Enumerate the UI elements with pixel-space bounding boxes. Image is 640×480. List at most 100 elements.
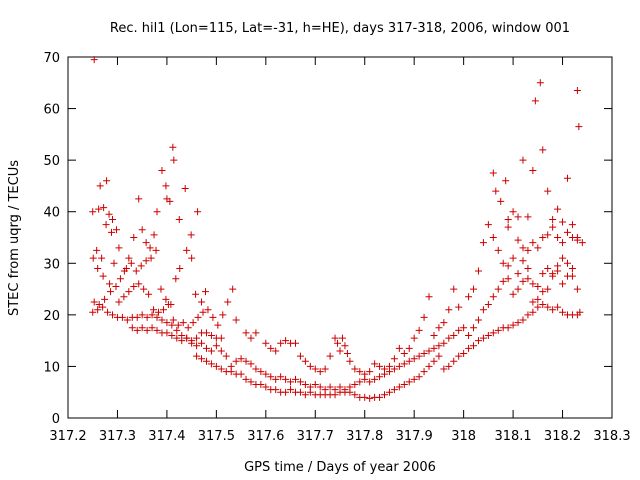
x-tick-label: 317.2	[49, 429, 86, 444]
data-point	[94, 306, 102, 314]
data-point	[172, 275, 180, 283]
data-point	[575, 123, 583, 131]
data-point	[217, 334, 225, 342]
data-point	[159, 306, 167, 314]
y-tick-label: 10	[43, 360, 60, 375]
data-point	[125, 254, 133, 262]
data-point	[277, 339, 285, 347]
data-point	[168, 321, 176, 329]
x-tick-label: 317.9	[396, 429, 433, 444]
data-point	[115, 298, 123, 306]
data-point	[544, 303, 552, 311]
x-tick-label: 317.4	[148, 429, 185, 444]
y-tick-label: 50	[43, 154, 60, 169]
data-point	[474, 267, 482, 275]
data-point	[90, 56, 98, 64]
data-point	[277, 373, 285, 381]
data-point	[539, 301, 547, 309]
data-point	[207, 360, 215, 368]
data-point	[157, 285, 165, 293]
data-point	[150, 306, 158, 314]
y-tick-label: 0	[52, 412, 60, 427]
data-point	[100, 204, 108, 212]
data-point	[193, 352, 201, 360]
data-point	[405, 378, 413, 386]
data-point	[531, 97, 539, 105]
data-point	[282, 375, 290, 383]
data-point	[155, 308, 163, 316]
data-point	[351, 391, 359, 399]
data-point	[102, 221, 110, 229]
data-point	[524, 311, 532, 319]
data-point	[519, 257, 527, 265]
data-point	[371, 375, 379, 383]
data-point	[450, 357, 458, 365]
x-axis-ticks: 317.2 317.3 317.4 317.5 317.6 317.7 317.8 317.9…	[49, 57, 631, 444]
data-point	[514, 236, 522, 244]
data-point	[534, 303, 542, 311]
data-point	[509, 208, 517, 216]
data-point	[539, 146, 547, 154]
data-point	[212, 342, 220, 350]
data-point	[450, 331, 458, 339]
data-point	[173, 326, 181, 334]
data-point	[217, 347, 225, 355]
data-point	[96, 182, 104, 190]
data-point	[479, 306, 487, 314]
data-point	[504, 262, 512, 270]
data-point	[474, 316, 482, 324]
data-point	[103, 177, 111, 185]
data-point	[376, 362, 384, 370]
data-point	[152, 246, 160, 254]
data-point	[504, 223, 512, 231]
data-point	[341, 386, 349, 394]
data-point	[296, 388, 304, 396]
data-point	[529, 239, 537, 247]
data-point	[122, 264, 130, 272]
data-point	[162, 295, 170, 303]
data-point	[366, 368, 374, 376]
data-point	[158, 316, 166, 324]
data-point	[282, 388, 290, 396]
data-point	[267, 344, 275, 352]
data-point	[514, 285, 522, 293]
data-point	[321, 386, 329, 394]
data-point	[554, 205, 562, 213]
data-point	[179, 319, 187, 327]
data-point	[301, 357, 309, 365]
data-point	[282, 337, 290, 345]
plot-frame	[67, 56, 613, 419]
data-point	[519, 316, 527, 324]
data-point	[420, 313, 428, 321]
data-point	[415, 373, 423, 381]
data-point	[509, 254, 517, 262]
data-point	[573, 285, 581, 293]
data-point	[164, 301, 172, 309]
data-point	[296, 352, 304, 360]
data-point	[356, 368, 364, 376]
data-point	[262, 339, 270, 347]
data-point	[287, 378, 295, 386]
data-point	[361, 393, 369, 401]
data-point	[137, 262, 145, 270]
data-point	[385, 388, 393, 396]
data-point	[445, 306, 453, 314]
data-point	[232, 316, 240, 324]
data-point	[534, 295, 542, 303]
data-point	[539, 234, 547, 241]
x-tick-label: 318	[451, 429, 476, 444]
data-point	[130, 282, 138, 290]
data-point	[192, 290, 200, 298]
data-point	[331, 334, 339, 342]
data-point	[306, 383, 314, 391]
data-point	[153, 326, 161, 334]
data-point	[232, 357, 240, 365]
data-points	[89, 56, 586, 402]
data-point	[147, 254, 155, 262]
data-point	[410, 355, 418, 363]
data-point	[224, 298, 232, 306]
data-point	[89, 208, 97, 216]
data-point	[410, 375, 418, 383]
data-point	[120, 293, 128, 301]
data-point	[492, 187, 500, 195]
